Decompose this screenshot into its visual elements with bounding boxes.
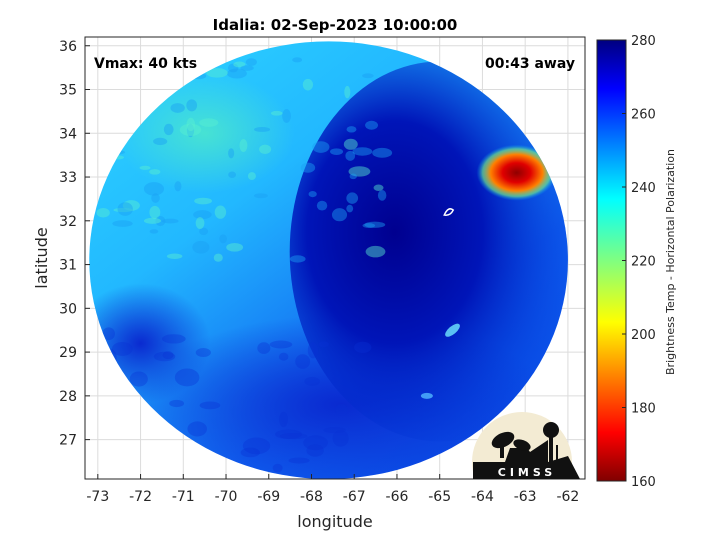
x-tick-label: -64 bbox=[471, 489, 494, 505]
colorbar-gradient bbox=[596, 39, 627, 482]
colorbar-tick-label: 180 bbox=[631, 402, 656, 417]
x-tick-label: -62 bbox=[556, 489, 579, 505]
x-tick-label: -63 bbox=[514, 489, 537, 505]
cimss-logo-text: CIMSS bbox=[498, 466, 556, 479]
storm-center-marker bbox=[443, 208, 455, 216]
x-tick-label: -70 bbox=[215, 489, 238, 505]
map-title: Idalia: 02-Sep-2023 10:00:00 bbox=[213, 16, 458, 34]
y-axis-label: latitude bbox=[32, 227, 51, 288]
colorbar-tick-label: 240 bbox=[631, 181, 656, 196]
colorbar-tick-label: 280 bbox=[631, 34, 656, 49]
x-tick-label: -65 bbox=[428, 489, 451, 505]
x-axis-ticks: -73 -72 -71 -70 -69 -68 -67 -66 -65 -64 -63 -62 bbox=[86, 474, 579, 505]
warm-core-feature bbox=[476, 144, 557, 201]
x-tick-label: -69 bbox=[257, 489, 280, 505]
y-tick-label: 31 bbox=[59, 258, 77, 274]
x-axis-label: longitude bbox=[297, 512, 372, 531]
y-tick-label: 27 bbox=[59, 433, 77, 449]
y-tick-label: 33 bbox=[59, 170, 77, 186]
y-tick-label: 29 bbox=[59, 345, 77, 361]
vmax-annotation: Vmax: 40 kts bbox=[94, 56, 197, 72]
x-tick-label: -71 bbox=[172, 489, 195, 505]
plot-frame bbox=[84, 36, 586, 480]
x-tick-label: -68 bbox=[300, 489, 323, 505]
x-tick-label: -66 bbox=[386, 489, 409, 505]
x-tick-label: -67 bbox=[343, 489, 366, 505]
cimss-logo: CIMSS bbox=[472, 412, 580, 479]
y-tick-label: 30 bbox=[59, 301, 77, 317]
x-tick-label: -73 bbox=[86, 489, 109, 505]
colorbar-ticks: 160 180 200 220 240 260 280 bbox=[622, 34, 656, 490]
colorbar-tick-label: 220 bbox=[631, 255, 656, 270]
colorbar-tick-label: 160 bbox=[631, 475, 656, 490]
y-axis-ticks: 27 28 29 30 31 32 33 34 35 36 bbox=[59, 39, 90, 449]
colorbar-tick-label: 260 bbox=[631, 108, 656, 123]
colorbar: 160 180 200 220 240 260 280 Brightness Temp - … bbox=[596, 34, 677, 490]
x-tick-label: -72 bbox=[129, 489, 152, 505]
y-tick-label: 35 bbox=[59, 83, 77, 99]
colorbar-label: Brightness Temp - Horizontal Polarizatio… bbox=[664, 149, 677, 375]
y-tick-label: 36 bbox=[59, 39, 77, 55]
y-tick-label: 34 bbox=[59, 126, 77, 142]
time-away-annotation: 00:43 away bbox=[485, 56, 575, 72]
y-tick-label: 32 bbox=[59, 214, 77, 230]
colorbar-tick-label: 200 bbox=[631, 328, 656, 343]
y-tick-label: 28 bbox=[59, 389, 77, 405]
